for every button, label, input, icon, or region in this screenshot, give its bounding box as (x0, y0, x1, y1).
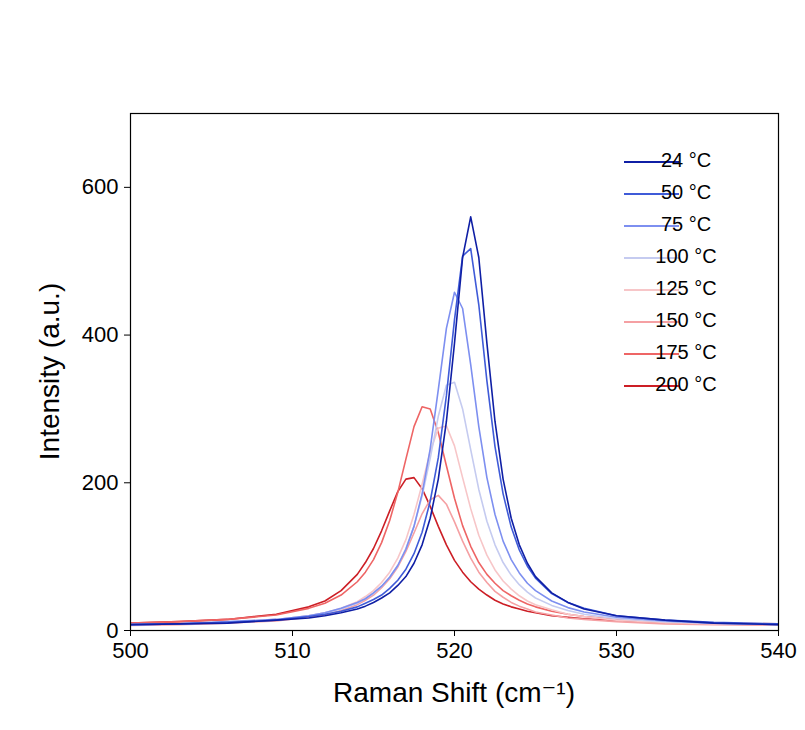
svg-text:200: 200 (82, 470, 119, 495)
svg-text:125 °C: 125 °C (655, 277, 716, 299)
svg-text:24 °C: 24 °C (661, 149, 711, 171)
svg-text:100 °C: 100 °C (655, 245, 716, 267)
svg-text:50 °C: 50 °C (661, 181, 711, 203)
svg-text:75 °C: 75 °C (661, 213, 711, 235)
svg-text:500: 500 (112, 638, 149, 663)
svg-text:600: 600 (82, 174, 119, 199)
svg-text:510: 510 (274, 638, 311, 663)
svg-text:200 °C: 200 °C (655, 373, 716, 395)
svg-text:0: 0 (106, 617, 119, 643)
svg-text:Raman Shift (cm⁻¹): Raman Shift (cm⁻¹) (333, 677, 575, 708)
svg-text:150 °C: 150 °C (655, 309, 716, 331)
svg-text:520: 520 (436, 638, 473, 663)
svg-text:540: 540 (760, 638, 797, 663)
svg-text:175 °C: 175 °C (655, 341, 716, 363)
svg-text:400: 400 (82, 322, 119, 347)
svg-text:Intensity (a.u.): Intensity (a.u.) (34, 283, 65, 460)
svg-text:530: 530 (598, 638, 635, 663)
